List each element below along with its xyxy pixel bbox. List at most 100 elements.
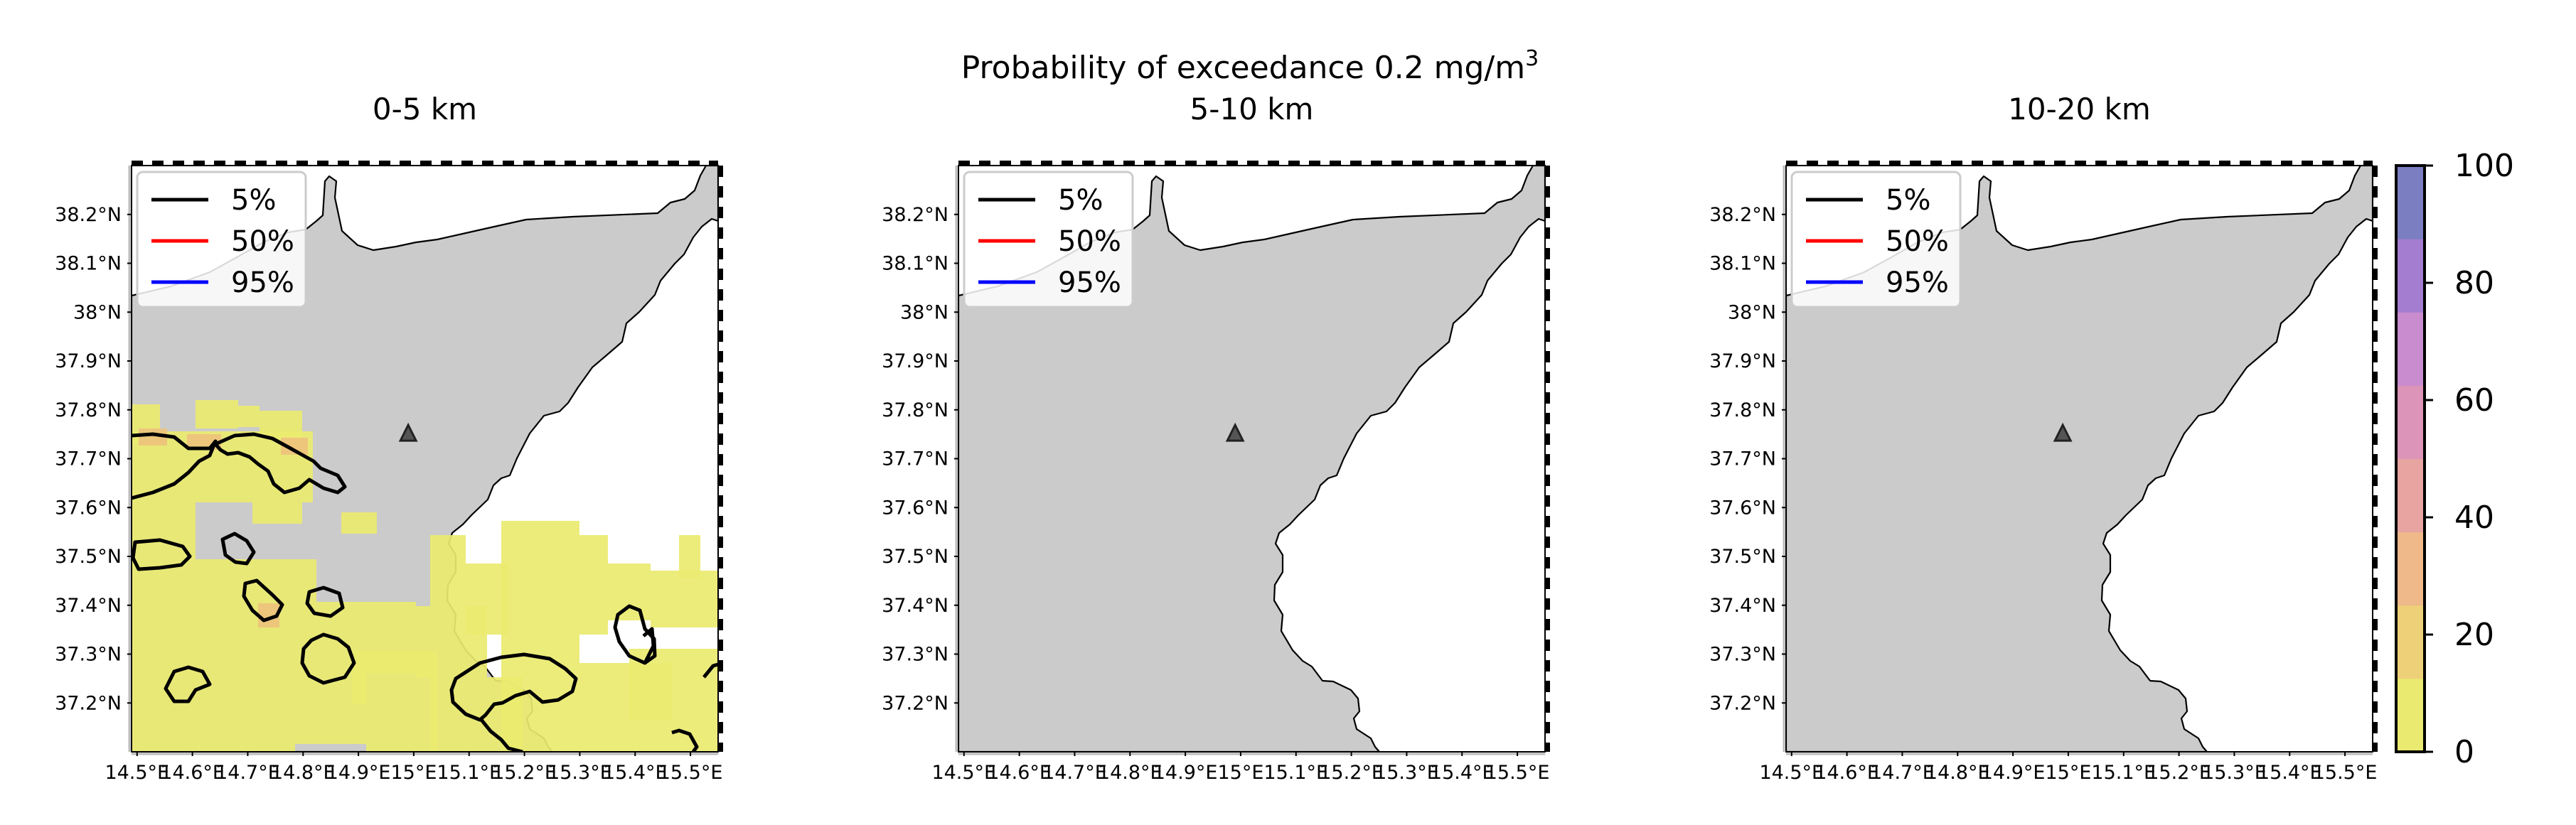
contour-line-5pct [132, 538, 192, 571]
y-tick-label: 37.2°N [55, 692, 122, 714]
colorbar-segment [2396, 458, 2425, 533]
panel-title: 0-5 km [373, 92, 477, 126]
y-tick-label: 37.3°N [1709, 644, 1776, 666]
x-tick-label: 15.3°E [1374, 762, 1439, 784]
x-tick-label: 15.5°E [658, 762, 723, 784]
legend: 5% 50% 95% [136, 171, 307, 308]
x-tick-labels: 14.5°E14.6°E14.7°E14.8°E14.9°E 15°E 15.1°E… [105, 752, 722, 784]
contour-line-5pct [449, 652, 578, 722]
x-tick-label: 14.8°E [1925, 762, 1990, 784]
y-tick-label: 38.1°N [1709, 253, 1776, 275]
panel-title: 10-20 km [2008, 92, 2151, 126]
legend-label: 5% [1886, 184, 1930, 217]
y-tick-label: 37.4°N [55, 595, 122, 617]
x-tick-label: 15.4°E [1430, 762, 1495, 784]
probability-cell [679, 535, 700, 578]
colorbar-segment [2396, 532, 2425, 606]
contour-line-5pct [613, 604, 657, 665]
x-tick-label: 14.9°E [1153, 762, 1218, 784]
contour-line-5pct [642, 627, 656, 664]
contour-line-5pct [671, 728, 699, 752]
x-tick-label: 15.3°E [547, 762, 612, 784]
legend-label: 50% [1058, 225, 1121, 258]
x-tick-label: 15.1°E [1263, 762, 1328, 784]
x-tick-label: 15°E [1217, 762, 1263, 784]
volcano-marker [398, 422, 418, 442]
y-tick-label: 37.8°N [882, 399, 948, 421]
x-tick-label: 15.2°E [492, 762, 557, 784]
colorbar-tick-label: 80 [2454, 265, 2494, 301]
probability-cell [238, 406, 260, 427]
probability-cell [132, 673, 366, 744]
y-tick-label: 37.7°N [1709, 448, 1776, 470]
x-tick-label: 14.6°E [160, 762, 225, 784]
map-panel-3: 10-20 km 38.2°N 38.1°N 38°N 37.9°N 37.8°N 37.7… [1709, 92, 2378, 784]
y-tick-label: 38°N [900, 301, 948, 323]
y-tick-label: 37.5°N [1709, 546, 1776, 568]
x-tick-label: 15.2°E [1319, 762, 1384, 784]
x-tick-label: 15.5°E [2313, 762, 2378, 784]
probability-cell [629, 649, 718, 720]
x-tick-label: 14.9°E [1981, 762, 2046, 784]
colorbar-segment [2396, 605, 2425, 679]
y-tick-labels: 38.2°N 38.1°N 38°N 37.9°N 37.8°N 37.7°N 37.6°N… [882, 204, 958, 714]
contour-line-5pct [220, 532, 256, 566]
figure-title: Probability of exceedance 0.2 mg/m3 [961, 46, 1539, 86]
x-tick-label: 14.6°E [1815, 762, 1879, 784]
map-panel-2: 5-10 km 38.2°N 38.1°N 38°N 37.9°N 37.8°N 37.7°… [882, 92, 1550, 784]
contour-line-5pct [164, 665, 212, 703]
land-sicily [958, 166, 1545, 752]
probability-cell [132, 559, 316, 602]
title-superscript: 3 [1525, 46, 1539, 71]
x-tick-label: 14.8°E [271, 762, 336, 784]
y-tick-label: 38.1°N [882, 253, 948, 275]
x-tick-label: 15.2°E [2147, 762, 2211, 784]
x-tick-label: 14.8°E [1098, 762, 1163, 784]
x-tick-label: 15°E [390, 762, 437, 784]
volcano-marker [2053, 422, 2073, 442]
x-tick-label: 15.4°E [603, 762, 668, 784]
probability-cell [608, 564, 651, 620]
contour-line-5pct [480, 718, 523, 752]
probability-cell [501, 521, 579, 663]
y-tick-label: 38.1°N [55, 253, 122, 275]
contour-line-5pct [305, 586, 345, 618]
y-tick-label: 37.6°N [1709, 497, 1776, 519]
x-tick-label: 14.7°E [1042, 762, 1107, 784]
y-tick-label: 37.9°N [882, 350, 948, 372]
colorbar-tick-label: 0 [2454, 734, 2474, 770]
probability-cell [132, 744, 295, 752]
y-tick-label: 37.9°N [55, 350, 122, 372]
colorbar-tick-label: 40 [2454, 500, 2494, 536]
colorbar-segment [2396, 678, 2425, 753]
legend-label: 5% [1058, 184, 1103, 217]
y-tick-label: 37.4°N [1709, 595, 1776, 617]
colorbar-frame [2395, 164, 2426, 753]
contour-line-5pct [702, 662, 718, 679]
legend-label: 95% [231, 266, 294, 299]
x-tick-labels: 14.5°E14.6°E14.7°E14.8°E14.9°E 15°E 15.1°E… [1759, 752, 2377, 784]
colorbar-segment [2396, 166, 2425, 239]
y-tick-label: 38.2°N [55, 204, 122, 226]
colorbar-tick-label: 60 [2454, 382, 2494, 419]
x-tick-label: 14.5°E [931, 762, 996, 784]
y-tick-label: 37.8°N [1709, 399, 1776, 421]
contour-5pct [132, 432, 718, 752]
y-tick-label: 37.6°N [882, 497, 948, 519]
x-tick-label: 14.9°E [326, 762, 391, 784]
y-tick-label: 38°N [1728, 301, 1776, 323]
plot-area [1786, 166, 2373, 752]
plot-area [958, 166, 1545, 752]
x-tick-label: 15.5°E [1485, 762, 1550, 784]
y-tick-label: 38°N [73, 301, 122, 323]
legend: 5% 50% 95% [963, 171, 1134, 308]
colorbar-tick-label: 100 [2454, 148, 2514, 184]
x-tick-label: 14.6°E [987, 762, 1052, 784]
land-sicily [1786, 166, 2373, 752]
legend-label: 95% [1886, 266, 1949, 299]
colorbar-segment [2396, 385, 2425, 459]
y-tick-label: 37.7°N [55, 448, 122, 470]
x-tick-label: 15.1°E [2091, 762, 2156, 784]
y-tick-label: 37.5°N [882, 546, 948, 568]
